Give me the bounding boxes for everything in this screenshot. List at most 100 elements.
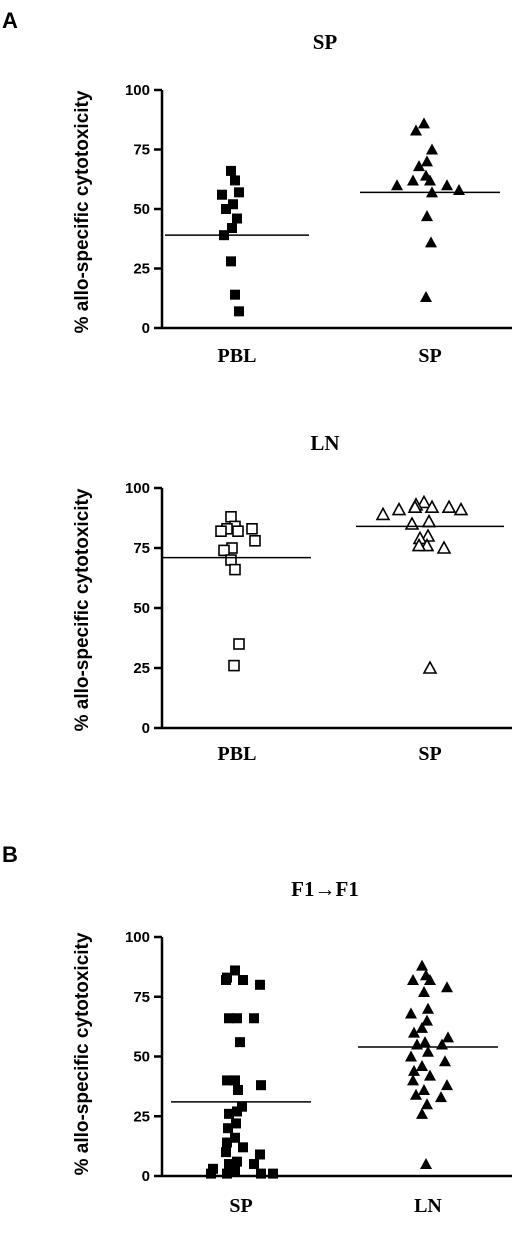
- data-point: [255, 979, 265, 990]
- data-point: [411, 537, 427, 552]
- category-label: SP: [418, 345, 441, 367]
- data-point: [268, 1168, 278, 1179]
- y-tick-label: 25: [133, 261, 150, 278]
- category-label: PBL: [218, 743, 257, 765]
- category-label: PBL: [218, 345, 257, 367]
- data-point: [408, 1064, 420, 1076]
- data-point: [416, 1021, 428, 1033]
- data-point: [425, 236, 437, 248]
- category-label: SP: [229, 1195, 252, 1217]
- data-point: [233, 638, 245, 650]
- y-tick-label: 100: [125, 480, 150, 497]
- data-point: [230, 175, 240, 186]
- data-point: [407, 1074, 419, 1086]
- data-point: [424, 499, 440, 514]
- data-points: [171, 959, 498, 1179]
- y-tick-label: 100: [125, 82, 150, 99]
- data-point: [421, 1014, 433, 1026]
- y-ticks: 0 25 50 75 100: [125, 929, 162, 1185]
- data-point: [229, 563, 241, 576]
- data-point: [416, 1107, 428, 1119]
- data-point: [232, 1106, 242, 1117]
- chart-title: SP: [313, 30, 338, 54]
- y-tick-label: 50: [133, 600, 150, 617]
- data-point: [436, 540, 452, 554]
- data-point: [439, 1055, 451, 1067]
- panel-label-b: B: [2, 842, 18, 867]
- chart-sp: SP % allo-specific cytotoxicity PBL SP 0…: [72, 30, 512, 367]
- data-point: [218, 544, 230, 557]
- y-ticks: 0 25 50 75 100: [125, 480, 162, 737]
- data-point: [225, 510, 237, 523]
- data-point: [391, 179, 403, 191]
- category-label: LN: [414, 1195, 442, 1217]
- data-point: [256, 1080, 266, 1091]
- data-point: [235, 1037, 245, 1048]
- y-tick-label: 25: [133, 1108, 150, 1125]
- data-point: [227, 223, 237, 234]
- data-point: [422, 1045, 434, 1057]
- data-point: [404, 516, 420, 530]
- data-point: [422, 660, 438, 674]
- y-tick-label: 0: [142, 320, 150, 337]
- data-point: [228, 659, 240, 672]
- data-points: [163, 494, 504, 674]
- data-point: [413, 160, 425, 172]
- data-point: [420, 1158, 432, 1170]
- y-tick-label: 0: [142, 1168, 150, 1185]
- y-tick-label: 75: [133, 142, 150, 159]
- category-label: SP: [418, 743, 441, 765]
- data-point: [217, 189, 227, 200]
- data-point: [424, 174, 436, 186]
- y-ticks: 0 25 50 75 100: [125, 82, 162, 337]
- data-point: [421, 155, 433, 167]
- chart-title: F1→F1: [291, 877, 359, 901]
- data-point: [230, 1166, 240, 1177]
- data-point: [246, 522, 258, 535]
- data-point: [221, 975, 231, 986]
- data-point: [405, 1050, 417, 1062]
- data-point: [422, 1002, 434, 1014]
- data-point: [421, 1098, 433, 1110]
- data-point: [405, 1007, 417, 1019]
- data-point: [222, 1075, 232, 1086]
- panel-label-a: A: [2, 8, 18, 33]
- data-point: [419, 1036, 431, 1048]
- y-tick-label: 100: [125, 929, 150, 946]
- data-point: [225, 554, 237, 566]
- data-point: [222, 1168, 232, 1179]
- data-point: [441, 981, 453, 993]
- data-point: [222, 1137, 232, 1148]
- data-point: [228, 199, 238, 210]
- data-point: [416, 1060, 428, 1072]
- data-point: [442, 1031, 454, 1043]
- data-point: [221, 1147, 231, 1158]
- data-point: [249, 1013, 259, 1024]
- data-point: [421, 210, 433, 222]
- data-point: [441, 499, 457, 514]
- y-tick-label: 0: [142, 720, 150, 737]
- data-point: [224, 1159, 234, 1170]
- data-point: [410, 1088, 422, 1100]
- data-point: [230, 289, 240, 300]
- data-point: [420, 291, 432, 303]
- y-axis-label: % allo-specific cytotoxicity: [72, 488, 93, 731]
- data-point: [408, 1026, 420, 1038]
- data-point: [407, 499, 423, 514]
- chart-title: LN: [310, 431, 339, 455]
- data-point: [230, 1132, 240, 1143]
- data-point: [441, 1079, 453, 1091]
- data-point: [224, 1108, 234, 1119]
- data-point: [221, 204, 231, 214]
- data-point: [418, 1083, 430, 1095]
- data-point: [453, 501, 469, 516]
- data-point: [391, 501, 407, 516]
- data-point: [453, 183, 465, 195]
- data-point: [232, 1013, 242, 1024]
- data-point: [418, 117, 430, 129]
- y-axis-label: % allo-specific cytotoxicity: [72, 932, 93, 1175]
- data-point: [230, 1075, 240, 1086]
- data-point: [375, 506, 391, 521]
- y-tick-label: 75: [133, 540, 150, 557]
